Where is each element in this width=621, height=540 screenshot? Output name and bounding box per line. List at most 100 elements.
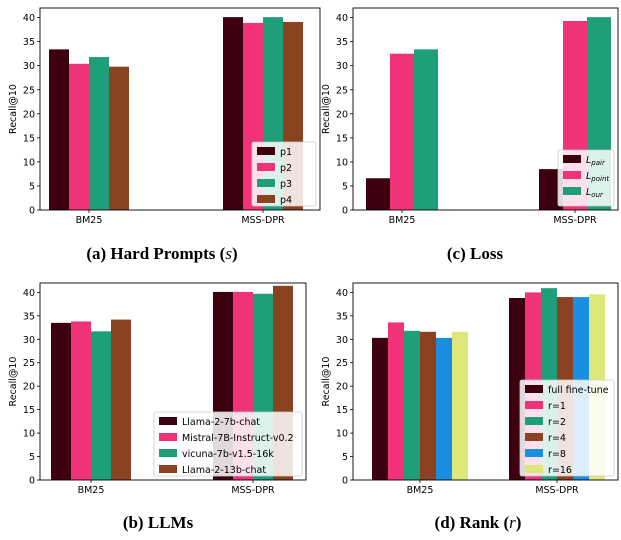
x-tick-label: MSS-DPR [535,485,579,496]
legend-swatch [257,147,275,155]
y-tick-label: 5 [29,181,35,192]
bar-r-16-bm25 [452,331,468,480]
bar-full-fine-tune-bm25 [372,337,388,480]
panel-caption: (d) Rank (r) [435,513,522,532]
legend-box [519,379,615,477]
y-tick-label: 0 [29,476,35,487]
legend-label: Lour [586,187,604,199]
panel-caption: (a) Hard Prompts (s) [86,244,237,263]
y-tick-label: 40 [23,13,35,24]
x-tick-label: MSS-DPR [231,485,275,496]
y-tick-label: 0 [29,206,35,217]
legend: Lpair Lpoint Lour [557,149,615,207]
legend-swatch [525,449,543,457]
y-tick-label: 25 [336,85,348,96]
y-tick-label: 0 [342,206,348,217]
x-tick-label: MSS-DPR [241,215,285,226]
bar-r-8-bm25 [436,337,452,480]
bar-llama-2-7b-chat-bm25 [51,322,71,480]
legend-label: r=2 [548,417,566,428]
panel-c-loss: 0 5 10 15 20 25 30 35 40 Recall@10 BM25 MSS-DPR Lpai… [321,7,619,263]
bar-llama-2-13b-chat-bm25 [111,319,131,480]
y-tick-label: 35 [336,37,348,48]
panel-caption: (b) LLMs [123,513,194,532]
legend-swatch [525,465,543,473]
bar-r-1-bm25 [388,322,404,480]
y-tick-label: 10 [23,429,35,440]
y-tick-label: 20 [336,109,348,120]
y-tick-label: 15 [23,133,35,144]
legend-label: p4 [280,195,292,206]
panel-a-hard-prompts: 0 5 10 15 20 25 30 35 40 Recall@10 BM25 MSS-DPR p1 p2… [8,7,321,263]
plot-frame [39,7,321,211]
legend-swatch [525,385,543,393]
y-tick-label: 30 [336,61,348,72]
x-tick-label: BM25 [78,485,105,496]
y-tick-label: 40 [336,288,348,299]
y-tick-label: 10 [336,429,348,440]
bar-vicuna-7b-v1-5-16k-bm25 [91,331,111,480]
x-tick-label: BM25 [76,215,103,226]
y-tick-label: 40 [336,13,348,24]
legend-box [153,411,303,477]
x-tick-label: MSS-DPR [553,215,597,226]
y-axis-label: Recall@10 [8,84,19,134]
plot-frame [352,7,619,211]
panel-b-llms: 0 5 10 15 20 25 30 35 40 Recall@10 BM25 MSS-DPR Llam… [8,282,307,532]
y-tick-label: 30 [336,335,348,346]
bar-p4-bm25 [109,66,129,210]
legend-swatch [257,195,275,203]
y-tick-label: 5 [342,181,348,192]
bar-l-pair-bm25 [366,178,390,210]
legend-label: Lpair [586,155,606,167]
bar-r-2-bm25 [404,330,420,480]
panel-d-rank: 0 5 10 15 20 25 30 35 40 Recall@10 BM25 MSS-DPR full… [321,282,619,532]
bar-l-our-bm25 [414,49,438,210]
legend-label: vicuna-7b-v1.5-16k [182,449,274,460]
legend-swatch [257,179,275,187]
legend-label: Lpoint [586,171,609,183]
y-tick-label: 15 [23,405,35,416]
y-axis-label: Recall@10 [321,84,332,134]
legend-swatch [525,401,543,409]
legend-swatch [159,433,177,441]
legend-swatch [257,163,275,171]
legend-label: Llama-2-13b-chat [182,465,266,476]
legend-label: p2 [280,163,292,174]
legend-swatch [525,433,543,441]
y-axis-label: Recall@10 [8,357,19,407]
y-tick-label: 0 [342,476,348,487]
legend-label: p3 [280,179,292,190]
y-tick-label: 40 [23,288,35,299]
legend-swatch [563,155,581,163]
plot-frame [39,282,307,481]
legend-swatch [159,465,177,473]
bar-p2-bm25 [69,63,89,210]
y-tick-label: 5 [342,452,348,463]
y-tick-label: 30 [23,61,35,72]
legend-swatch [159,449,177,457]
legend-label: full fine-tune [548,385,609,396]
bar-p1-bm25 [49,49,69,210]
y-tick-label: 10 [336,157,348,168]
legend-label: r=1 [548,401,566,412]
y-tick-label: 30 [23,335,35,346]
y-tick-label: 25 [23,358,35,369]
bar-r-4-bm25 [420,331,436,480]
legend-swatch [525,417,543,425]
bar-l-point-bm25 [390,53,414,210]
y-tick-label: 35 [336,311,348,322]
bar-p1-mss-dpr [223,17,243,211]
legend-swatch [563,171,581,179]
legend-label: r=16 [548,465,572,476]
y-tick-label: 25 [336,358,348,369]
legend: p1 p2 p3 p4 [251,141,317,207]
legend-label: Mistral-7B-Instruct-v0.2 [182,433,294,444]
y-tick-label: 20 [336,382,348,393]
y-tick-label: 20 [23,382,35,393]
legend: Llama-2-7b-chat Mistral-7B-Instruct-v0.2 v… [153,411,303,477]
legend-label: p1 [280,147,292,158]
legend-swatch [563,187,581,195]
y-axis-label: Recall@10 [321,357,332,407]
